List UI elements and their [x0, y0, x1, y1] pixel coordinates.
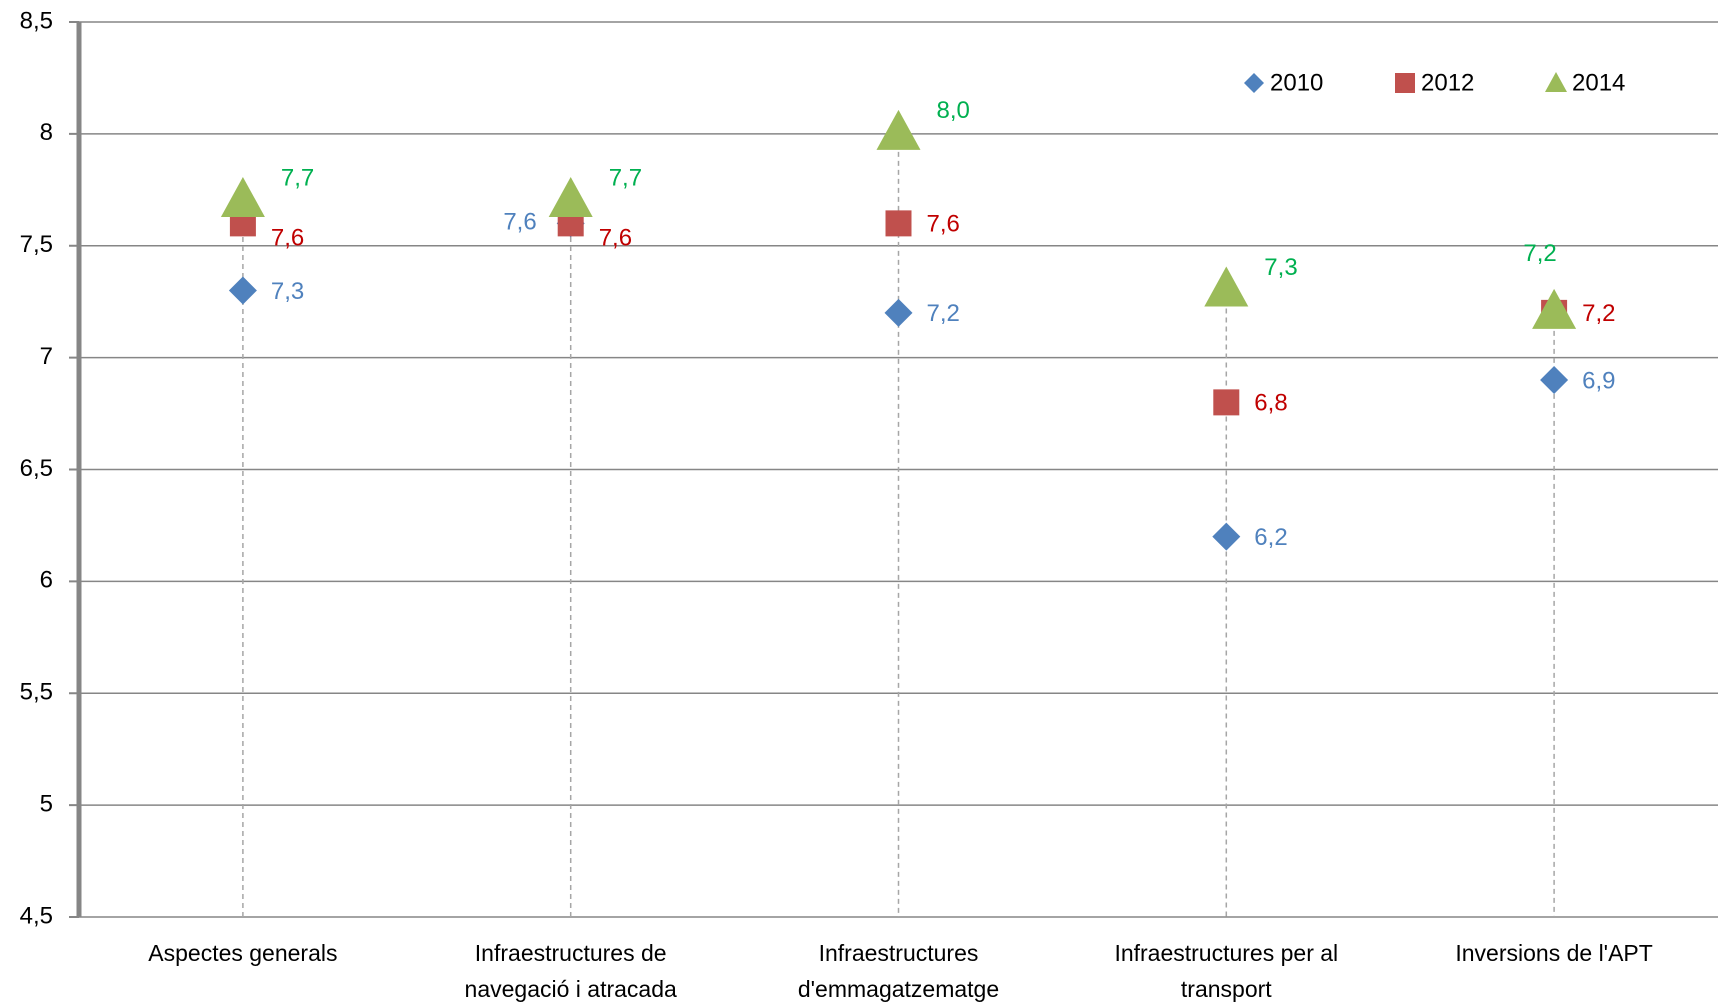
data-label: 7,2 [1582, 300, 1615, 327]
data-label: 7,6 [599, 225, 632, 252]
legend-marker [1395, 73, 1415, 93]
y-tick-label: 4,5 [20, 902, 53, 929]
data-label: 7,3 [271, 278, 304, 305]
legend-label: 2012 [1421, 69, 1474, 96]
x-tick-label: Inversions de l'APT [1455, 940, 1653, 966]
legend-marker [1545, 72, 1567, 92]
y-tick-label: 8 [40, 119, 53, 146]
data-label: 7,2 [927, 300, 960, 327]
data-label: 6,8 [1254, 390, 1287, 417]
data-label: 7,3 [1264, 254, 1297, 281]
y-tick-label: 5,5 [20, 679, 53, 706]
data-label: 8,0 [937, 97, 970, 124]
marker [1204, 266, 1249, 307]
y-tick-label: 6 [40, 567, 53, 594]
data-label: 7,6 [927, 211, 960, 238]
y-tick-label: 5 [40, 790, 53, 817]
data-label: 7,7 [281, 164, 314, 191]
x-tick-label: Infraestructures per al transport [1114, 940, 1339, 1002]
y-tick-label: 7 [40, 343, 53, 370]
marker [548, 177, 593, 217]
marker [1212, 522, 1241, 551]
x-tick-label: Infraestructures d'emmagatzematge [797, 940, 1000, 1002]
marker [220, 177, 265, 217]
marker [1213, 389, 1240, 416]
marker [1540, 366, 1569, 394]
y-tick-label: 6,5 [20, 455, 53, 482]
x-tick-label: Aspectes generals [148, 940, 338, 966]
legend-label: 2014 [1572, 69, 1625, 96]
data-label: 6,2 [1254, 524, 1287, 551]
data-label: 7,7 [609, 164, 642, 191]
marker [884, 298, 913, 327]
data-label: 7,6 [503, 209, 536, 236]
marker [885, 210, 912, 237]
data-label: 7,6 [271, 225, 304, 252]
marker [1532, 288, 1577, 329]
data-label: 7,2 [1523, 240, 1556, 267]
legend-label: 2010 [1270, 69, 1323, 96]
marker [876, 109, 921, 150]
data-label: 6,9 [1582, 367, 1615, 394]
y-tick-label: 8,5 [20, 7, 53, 34]
x-tick-label: Infraestructures de navegació i atracada [464, 940, 677, 1002]
marker [228, 276, 257, 305]
legend-marker [1244, 73, 1264, 93]
y-tick-label: 7,5 [20, 231, 53, 258]
